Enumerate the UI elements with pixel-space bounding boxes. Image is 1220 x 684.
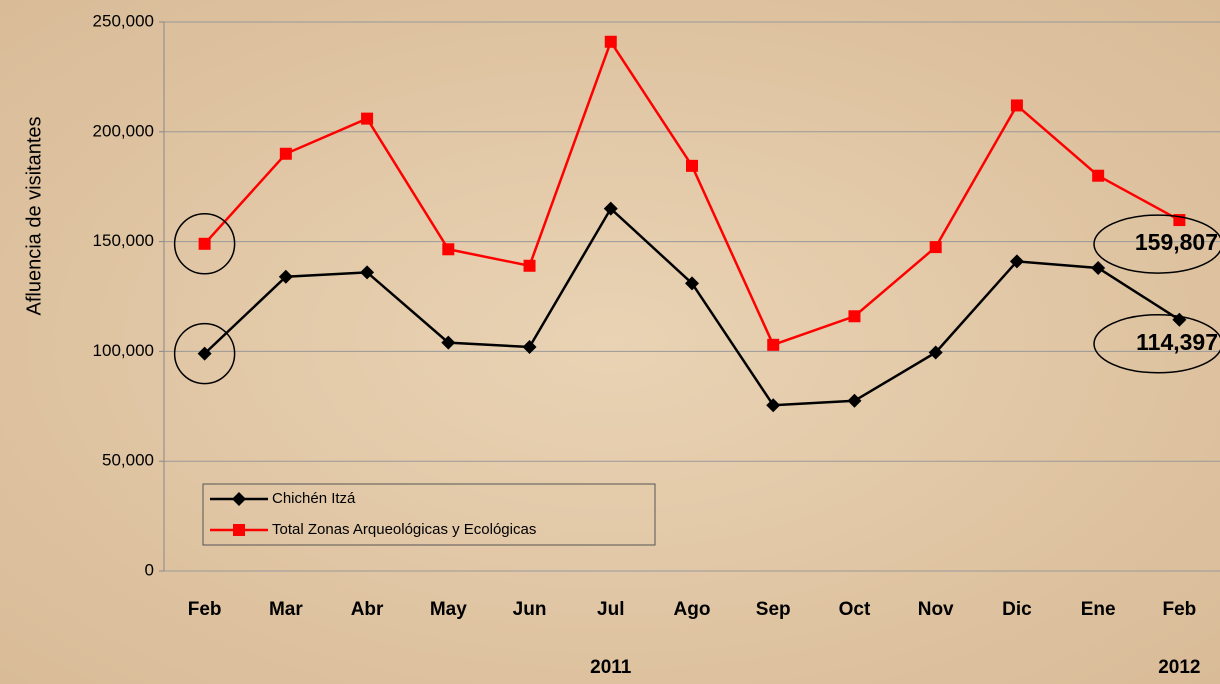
y-tick-label: 150,000 — [93, 231, 154, 250]
point — [847, 393, 862, 408]
y-tick-label: 200,000 — [93, 121, 154, 140]
x-tick-label: Dic — [1002, 599, 1032, 620]
point — [442, 243, 455, 256]
point — [766, 398, 781, 413]
point — [278, 269, 293, 284]
data-label: 114,397 — [1136, 329, 1218, 355]
point — [928, 345, 943, 360]
point — [441, 335, 456, 350]
year-label: 2011 — [590, 657, 632, 678]
legend-marker — [233, 524, 245, 536]
point — [197, 346, 212, 361]
point — [767, 338, 780, 351]
x-tick-label: Oct — [839, 599, 871, 620]
x-tick-label: Abr — [351, 599, 384, 620]
point — [361, 112, 374, 125]
point — [604, 35, 617, 48]
y-tick-label: 0 — [145, 560, 154, 579]
point — [1092, 169, 1105, 182]
point — [198, 237, 211, 250]
point — [686, 159, 698, 172]
highlight-circle — [173, 322, 236, 385]
y-tick-label: 50,000 — [102, 451, 154, 470]
x-tick-label: Jun — [513, 599, 547, 620]
year-label: 2012 — [1158, 657, 1200, 678]
x-tick-label: Ene — [1081, 599, 1116, 620]
point — [603, 201, 618, 216]
y-tick-label: 250,000 — [93, 11, 154, 30]
y-tick-label: 100,000 — [93, 341, 154, 360]
x-tick-label: Ago — [674, 599, 711, 620]
highlight-ellipse — [1093, 214, 1220, 274]
x-tick-label: Nov — [918, 599, 954, 620]
legend-label: Chichén Itzá — [272, 490, 356, 507]
point — [685, 276, 699, 291]
point — [929, 241, 942, 254]
point — [279, 147, 292, 160]
y-axis-label: Afluencia de visitantes — [23, 116, 45, 315]
legend-label: Total Zonas Arqueológicas y Ecológicas — [272, 521, 536, 538]
x-tick-label: May — [430, 599, 467, 620]
x-tick-label: Mar — [269, 599, 303, 620]
point — [522, 340, 537, 355]
highlight-circle — [173, 213, 236, 275]
x-tick-label: Sep — [756, 599, 791, 620]
highlight-ellipse — [1093, 314, 1220, 374]
x-tick-label: Jul — [597, 599, 624, 620]
point — [1010, 99, 1023, 112]
legend-marker — [232, 492, 246, 506]
point — [523, 259, 536, 272]
x-tick-label: Feb — [188, 599, 222, 620]
data-label: 159,807 — [1135, 229, 1218, 255]
point — [1009, 254, 1024, 269]
point — [1091, 260, 1106, 275]
point — [360, 265, 375, 280]
x-tick-label: Feb — [1162, 599, 1196, 620]
legend-box — [202, 483, 656, 546]
point — [848, 310, 861, 323]
